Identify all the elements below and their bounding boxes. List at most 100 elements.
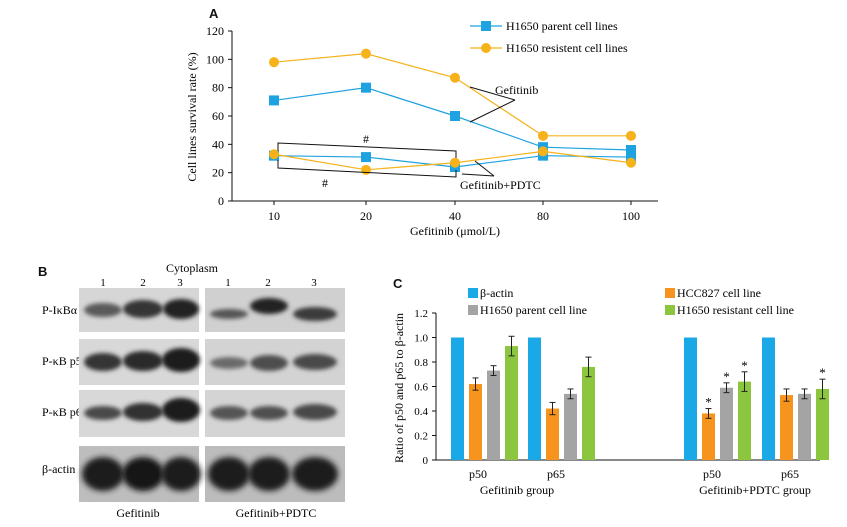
data-point (361, 82, 371, 93)
blot-band (123, 300, 163, 318)
lane-number: 2 (265, 277, 271, 289)
blot-band (250, 406, 288, 420)
category-label: p65 (781, 467, 799, 481)
legend-label: β-actin (480, 286, 513, 300)
group-label-combo: Gefitinib+PDTC (236, 506, 317, 520)
data-point (361, 152, 371, 163)
bar (469, 384, 482, 460)
bar (738, 381, 751, 460)
blot-band (293, 307, 337, 321)
y-tick-label: 120 (206, 24, 224, 38)
legend-label: H1650 resistant cell line (677, 303, 794, 317)
blot-band (123, 351, 163, 371)
data-point (361, 164, 371, 175)
blot-band (208, 457, 250, 491)
y-tick-label-c: 1.2 (414, 308, 428, 320)
blot-band (82, 457, 124, 491)
bar (505, 346, 518, 460)
data-point (450, 111, 460, 121)
lane-number: 1 (100, 277, 106, 289)
annotation-gefitinib: Gefitinib (495, 83, 538, 97)
hash-lower: # (322, 176, 328, 190)
data-point (269, 57, 279, 68)
y-tick-label: 80 (212, 81, 224, 95)
legend-label: HCC827 cell line (677, 286, 761, 300)
blot-band (84, 353, 122, 371)
y-tick-label: 100 (206, 52, 224, 66)
bar (816, 388, 829, 460)
significance-mark: * (705, 395, 712, 410)
category-label: p50 (469, 467, 487, 481)
lane-number: 1 (225, 277, 231, 289)
y-tick-label-c: 1.0 (414, 333, 428, 345)
category-label: p65 (547, 467, 565, 481)
y-tick-label: 60 (212, 109, 224, 123)
legend-marker-resistent (481, 43, 491, 53)
blot-band (250, 355, 288, 371)
y-tick-label: 40 (212, 137, 224, 151)
y-tick-label: 0 (218, 194, 224, 208)
y-tick-label-c: 0.8 (414, 357, 428, 369)
group-label-c: Gefitinib group (480, 483, 554, 497)
blot-band (210, 406, 248, 420)
x-tick-label: 100 (622, 209, 640, 223)
legend-swatch (468, 288, 478, 298)
legend-swatch (665, 288, 675, 298)
bar (528, 337, 541, 460)
x-tick-label: 10 (268, 209, 280, 223)
x-tick-label: 40 (449, 209, 461, 223)
western-blot-panel: Cytoplasm 1 2 3 1 2 3 P-IκBα P-κB p50 P-… (0, 255, 380, 527)
bar (451, 337, 464, 460)
data-point (626, 152, 636, 163)
panel-a-label: A (209, 6, 219, 21)
panel-b-label: B (38, 264, 48, 279)
series-line (273, 53, 631, 137)
significance-mark: * (723, 369, 730, 384)
significance-mark: * (819, 365, 826, 380)
y-tick-label-c: 0.4 (414, 406, 428, 418)
data-point (361, 48, 371, 59)
blot-band (122, 457, 164, 491)
legend-c: β-actin H1650 parent cell line HCC827 ce… (468, 286, 794, 317)
bar (720, 387, 733, 460)
panel-c-label: C (393, 276, 403, 291)
bar (564, 393, 577, 460)
bar (684, 337, 697, 460)
y-tick-label: 20 (212, 166, 224, 180)
legend-label-resistent: H1650 resistent cell lines (506, 41, 628, 55)
y-tick-label-c: 0.6 (414, 382, 428, 394)
blot-band (210, 357, 248, 369)
legend-swatch (665, 305, 675, 315)
legend-swatch (468, 305, 478, 315)
lane-number: 2 (140, 277, 146, 289)
lane-number: 3 (311, 277, 317, 289)
bar (487, 370, 500, 460)
blot-band (162, 398, 200, 422)
data-point (450, 72, 460, 83)
y-axis-label-c: Ratio of p50 and p65 to β-actin (392, 313, 406, 463)
legend-label: H1650 parent cell line (480, 303, 587, 317)
blot-band (210, 309, 248, 319)
legend-marker-parent (481, 21, 491, 31)
blot-band (293, 354, 337, 370)
data-point (269, 95, 279, 106)
data-point (538, 130, 548, 141)
hash-upper: # (363, 132, 369, 146)
blot-band (84, 406, 122, 420)
bar (762, 337, 775, 460)
x-axis-label: Gefitinib (μmol/L) (410, 224, 500, 238)
blot-band (123, 403, 163, 421)
x-tick-label: 80 (537, 209, 549, 223)
group-label-c: Gefitinib+PDTC group (699, 483, 811, 497)
blot-band (293, 404, 337, 420)
data-point (626, 145, 636, 155)
annotation-combo: Gefitinib+PDTC (460, 178, 541, 192)
data-point (450, 157, 460, 168)
x-tick-label: 20 (360, 209, 372, 223)
blot-band (161, 457, 201, 491)
bar (798, 393, 811, 460)
lane-number: 3 (177, 277, 183, 289)
row-label: P-IκBα (42, 303, 78, 317)
y-axis-label: Cell lines survival rate (%) (185, 52, 199, 181)
data-point (626, 157, 636, 168)
